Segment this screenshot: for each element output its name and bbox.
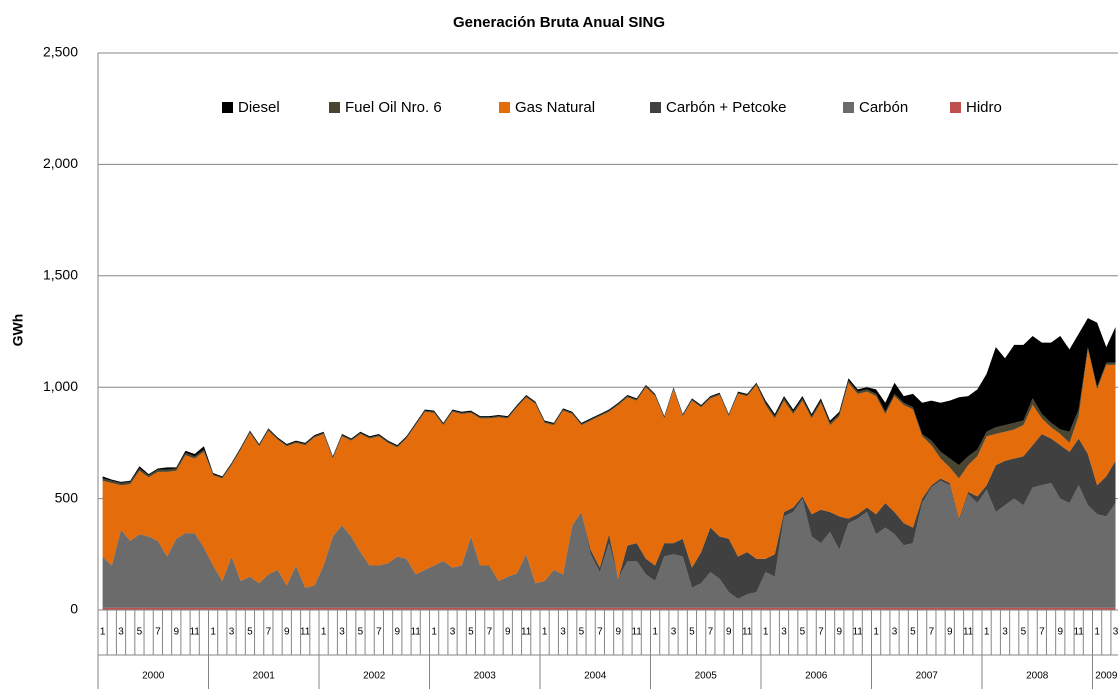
area: [102, 480, 1116, 608]
legend-label: Fuel Oil Nro. 6: [345, 99, 442, 116]
x-tick-label: 5: [358, 627, 364, 638]
x-tick-label: 7: [708, 627, 714, 638]
year-label: 2004: [584, 671, 607, 682]
area: [102, 318, 1116, 483]
legend-label: Hidro: [966, 99, 1002, 116]
x-tick-label: 9: [1057, 627, 1063, 638]
year-label: 2009: [1095, 671, 1118, 682]
y-tick-label: 0: [70, 601, 78, 617]
x-tick-label: 7: [266, 627, 272, 638]
y-tick-label: 1,500: [43, 267, 78, 283]
x-tick-label: 1: [210, 627, 216, 638]
x-tick-label: 9: [173, 627, 179, 638]
x-tick-label: 9: [726, 627, 732, 638]
x-tick-label: 9: [505, 627, 511, 638]
legend-swatch: [222, 102, 233, 113]
x-tick-label: 9: [947, 627, 953, 638]
x-tick-label: 3: [339, 627, 345, 638]
year-label: 2007: [916, 671, 939, 682]
x-tick-label: 1: [873, 627, 879, 638]
x-tick-label: 7: [929, 627, 935, 638]
x-tick-label: 5: [1021, 627, 1027, 638]
x-tick-label: 1: [652, 627, 658, 638]
x-tick-label: 1: [1094, 627, 1100, 638]
x-tick-label: 5: [247, 627, 253, 638]
chart-title: Generación Bruta Anual SING: [453, 14, 665, 31]
legend-swatch: [499, 102, 510, 113]
x-tick-label: 7: [1039, 627, 1045, 638]
legend-swatch: [843, 102, 854, 113]
x-tick-label: 7: [376, 627, 382, 638]
year-label: 2006: [805, 671, 828, 682]
x-tick-label: 5: [468, 627, 474, 638]
x-tick-label: 11: [189, 627, 200, 638]
x-tick-label: 5: [579, 627, 585, 638]
x-tick-label: 5: [800, 627, 806, 638]
x-tick-label: 1: [984, 627, 990, 638]
y-tick-label: 2,500: [43, 44, 78, 60]
x-tick-label: 11: [521, 627, 532, 638]
x-tick-label: 7: [487, 627, 493, 638]
x-tick-label: 3: [118, 627, 124, 638]
y-tick-label: 2,000: [43, 155, 78, 171]
year-label: 2000: [142, 671, 165, 682]
legend-label: Carbón: [859, 99, 908, 116]
x-tick-label: 3: [671, 627, 677, 638]
x-tick-label: 11: [410, 627, 421, 638]
year-label: 2008: [1026, 671, 1049, 682]
x-tick-label: 11: [963, 627, 974, 638]
legend-swatch: [329, 102, 340, 113]
x-tick-label: 9: [284, 627, 290, 638]
x-tick-label: 9: [836, 627, 842, 638]
area: [102, 349, 1116, 588]
legend-swatch: [650, 102, 661, 113]
x-tick-label: 1: [321, 627, 327, 638]
x-tick-label: 9: [394, 627, 400, 638]
year-label: 2002: [363, 671, 386, 682]
x-tick-label: 7: [597, 627, 603, 638]
y-tick-label: 500: [55, 489, 79, 505]
x-tick-label: 7: [818, 627, 824, 638]
x-tick-label: 3: [560, 627, 566, 638]
x-tick-label: 3: [1113, 627, 1118, 638]
x-tick-label: 5: [137, 627, 143, 638]
legend-swatch: [950, 102, 961, 113]
y-tick-label: 1,000: [43, 378, 78, 394]
x-tick-label: 3: [229, 627, 235, 638]
x-tick-label: 11: [300, 627, 311, 638]
x-tick-label: 3: [1002, 627, 1008, 638]
x-tick-label: 3: [892, 627, 898, 638]
year-label: 2001: [253, 671, 276, 682]
y-axis-label: GWh: [10, 314, 26, 347]
year-label: 2005: [695, 671, 718, 682]
x-tick-label: 9: [615, 627, 621, 638]
x-tick-label: 3: [781, 627, 787, 638]
x-tick-label: 1: [100, 627, 106, 638]
x-tick-label: 7: [155, 627, 161, 638]
legend-label: Carbón + Petcoke: [666, 99, 787, 116]
x-tick-label: 11: [742, 627, 753, 638]
legend-label: Diesel: [238, 99, 280, 116]
x-tick-label: 1: [763, 627, 769, 638]
year-label: 2003: [474, 671, 497, 682]
x-tick-label: 11: [631, 627, 642, 638]
x-tick-label: 11: [852, 627, 863, 638]
x-tick-label: 5: [910, 627, 916, 638]
x-tick-label: 1: [431, 627, 437, 638]
legend-label: Gas Natural: [515, 99, 595, 116]
x-tick-label: 5: [689, 627, 695, 638]
x-tick-label: 3: [450, 627, 456, 638]
x-tick-label: 11: [1073, 627, 1084, 638]
area: [102, 607, 1116, 610]
x-tick-label: 1: [542, 627, 548, 638]
